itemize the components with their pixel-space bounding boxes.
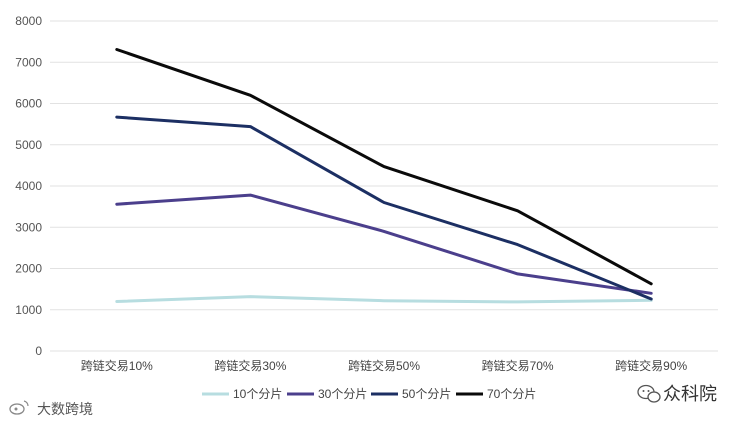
y-tick-label: 2000 bbox=[15, 262, 42, 276]
y-tick-label: 7000 bbox=[15, 55, 42, 69]
legend-label: 70个分片 bbox=[487, 387, 536, 401]
series-line-4 bbox=[115, 48, 653, 286]
legend: 10个分片 30个分片 50个分片 70个分片 bbox=[202, 387, 536, 401]
y-tick-label: 8000 bbox=[15, 14, 42, 28]
y-axis: 0 1000 2000 3000 4000 5000 6000 7000 8000 bbox=[15, 14, 42, 358]
watermark-left: 大数跨境 bbox=[9, 400, 93, 417]
y-tick-label: 4000 bbox=[15, 179, 42, 193]
x-tick-label: 跨链交易10% bbox=[81, 358, 153, 373]
x-tick-label: 跨链交易90% bbox=[615, 358, 687, 373]
y-tick-label: 0 bbox=[35, 344, 42, 358]
x-tick-label: 跨链交易70% bbox=[482, 358, 554, 373]
y-tick-label: 5000 bbox=[15, 138, 42, 152]
y-tick-label: 3000 bbox=[15, 220, 42, 234]
series-lines bbox=[115, 48, 653, 304]
watermark-left-text: 大数跨境 bbox=[37, 401, 93, 417]
x-tick-label: 跨链交易50% bbox=[348, 358, 420, 373]
legend-label: 50个分片 bbox=[402, 387, 451, 401]
legend-label: 30个分片 bbox=[318, 387, 367, 401]
gridlines bbox=[50, 20, 718, 352]
series-line-3 bbox=[115, 115, 653, 301]
watermark-right-text: 众科院 bbox=[663, 384, 717, 404]
x-axis: 跨链交易10% 跨链交易30% 跨链交易50% 跨链交易70% 跨链交易90% bbox=[81, 358, 688, 373]
x-tick-label: 跨链交易30% bbox=[214, 358, 286, 373]
series-line-1 bbox=[115, 295, 653, 304]
weibo-icon bbox=[9, 400, 29, 415]
legend-label: 10个分片 bbox=[233, 387, 282, 401]
watermark-right: 众科院 bbox=[637, 384, 717, 404]
y-tick-label: 1000 bbox=[15, 303, 42, 317]
wechat-icon bbox=[637, 384, 661, 403]
y-tick-label: 6000 bbox=[15, 97, 42, 111]
series-line-2 bbox=[115, 193, 653, 295]
